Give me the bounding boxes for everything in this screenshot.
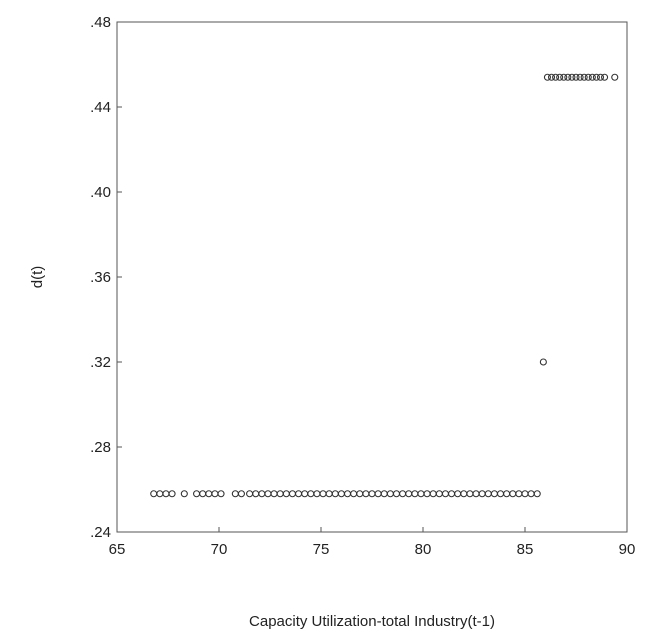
- data-point: [490, 490, 498, 498]
- y-tick-label: .44: [90, 99, 111, 116]
- data-point: [568, 73, 576, 81]
- data-point: [264, 490, 272, 498]
- data-point: [258, 490, 266, 498]
- data-point: [180, 490, 188, 498]
- x-tick-label: 80: [415, 541, 432, 558]
- data-point: [231, 490, 239, 498]
- data-point: [162, 490, 170, 498]
- data-point: [313, 490, 321, 498]
- data-point: [282, 490, 290, 498]
- data-point: [301, 490, 309, 498]
- data-point: [466, 490, 474, 498]
- data-point: [539, 358, 547, 366]
- data-point: [307, 490, 315, 498]
- data-point: [580, 73, 588, 81]
- data-point: [521, 490, 529, 498]
- data-point: [592, 73, 600, 81]
- y-tick-label: .40: [90, 184, 111, 201]
- data-point: [460, 490, 468, 498]
- x-tick-label: 65: [109, 541, 126, 558]
- data-point: [356, 490, 364, 498]
- data-point: [472, 490, 480, 498]
- x-tick-label: 70: [211, 541, 228, 558]
- data-point: [193, 490, 201, 498]
- x-axis-ticks: 65 70 75 80 85 90: [109, 527, 636, 558]
- data-point: [343, 490, 352, 498]
- data-point: [374, 490, 382, 498]
- data-point: [405, 490, 413, 498]
- x-axis-label: Capacity Utilization-total Industry(t-1): [249, 613, 495, 630]
- data-point: [496, 490, 505, 498]
- data-point: [168, 490, 176, 498]
- plot-frame: [116, 21, 628, 533]
- data-point: [150, 490, 158, 498]
- data-point: [295, 490, 303, 498]
- data-point: [515, 490, 523, 498]
- data-point: [217, 490, 225, 498]
- data-point: [547, 73, 556, 81]
- data-point: [319, 490, 327, 498]
- data-point: [270, 490, 278, 498]
- data-point: [337, 490, 345, 498]
- data-point: [380, 490, 388, 498]
- data-point: [237, 490, 245, 498]
- data-point: [325, 490, 333, 498]
- y-axis-ticks: .24 .28 .32 .36 .40 .44 .48: [90, 14, 122, 541]
- data-point: [399, 490, 407, 498]
- data-point: [527, 490, 535, 498]
- data-point: [543, 73, 551, 81]
- data-point: [503, 490, 511, 498]
- y-tick-label: .28: [90, 439, 111, 456]
- data-point: [205, 490, 213, 498]
- data-point: [454, 490, 462, 498]
- data-point: [252, 490, 260, 498]
- y-tick-label: .32: [90, 354, 111, 371]
- data-point: [423, 490, 431, 498]
- data-point: [564, 73, 572, 81]
- data-point: [509, 490, 517, 498]
- data-point: [331, 490, 339, 498]
- data-point: [611, 73, 619, 81]
- data-point: [417, 490, 425, 498]
- data-point: [386, 490, 394, 498]
- y-axis-label: d(t): [29, 266, 46, 289]
- data-point: [350, 490, 358, 498]
- y-tick-label: .36: [90, 269, 111, 286]
- data-point: [601, 73, 609, 81]
- data-point: [199, 490, 207, 498]
- data-point: [448, 490, 456, 498]
- data-point: [478, 490, 486, 498]
- data-point: [588, 73, 596, 81]
- data-point: [533, 490, 541, 498]
- data-point: [411, 490, 419, 498]
- data-point: [441, 490, 449, 498]
- data-point: [584, 73, 592, 81]
- data-point: [435, 490, 443, 498]
- data-point: [156, 490, 164, 498]
- x-tick-label: 85: [517, 541, 534, 558]
- data-point: [560, 73, 568, 81]
- data-points: [150, 73, 619, 498]
- data-point: [362, 490, 370, 498]
- data-point: [246, 490, 254, 498]
- data-point: [429, 490, 437, 498]
- x-tick-label: 75: [313, 541, 330, 558]
- y-tick-label: .24: [90, 524, 111, 541]
- data-point: [556, 73, 564, 81]
- data-point: [596, 73, 605, 81]
- data-point: [276, 490, 284, 498]
- data-point: [484, 490, 492, 498]
- data-point: [392, 490, 401, 498]
- data-point: [288, 490, 296, 498]
- data-point: [552, 73, 560, 81]
- data-point: [211, 490, 219, 498]
- data-point: [368, 490, 376, 498]
- data-point: [576, 73, 584, 81]
- x-tick-label: 90: [619, 541, 636, 558]
- data-point: [572, 73, 580, 81]
- y-tick-label: .48: [90, 14, 111, 31]
